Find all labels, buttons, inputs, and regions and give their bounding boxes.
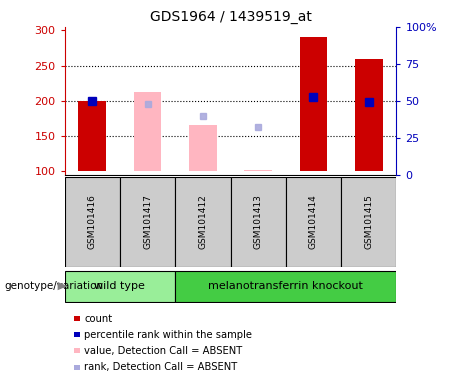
Text: GSM101412: GSM101412 <box>198 194 207 249</box>
Text: wild type: wild type <box>95 281 145 291</box>
Bar <box>134 92 161 171</box>
Bar <box>120 177 175 267</box>
Text: count: count <box>84 314 112 324</box>
Text: GDS1964 / 1439519_at: GDS1964 / 1439519_at <box>149 10 312 23</box>
Text: rank, Detection Call = ABSENT: rank, Detection Call = ABSENT <box>84 362 237 372</box>
Bar <box>65 271 175 302</box>
Text: GSM101416: GSM101416 <box>88 194 97 249</box>
Bar <box>189 126 217 171</box>
Text: GSM101417: GSM101417 <box>143 194 152 249</box>
Bar <box>230 177 286 267</box>
Bar <box>74 349 80 353</box>
Text: melanotransferrin knockout: melanotransferrin knockout <box>208 281 363 291</box>
Bar <box>175 177 230 267</box>
Text: genotype/variation: genotype/variation <box>5 281 104 291</box>
Bar <box>175 271 396 302</box>
Polygon shape <box>58 282 68 290</box>
Bar <box>286 177 341 267</box>
Bar <box>65 177 120 267</box>
Bar <box>78 101 106 171</box>
Text: GSM101413: GSM101413 <box>254 194 263 249</box>
Bar <box>74 332 80 338</box>
Bar <box>341 177 396 267</box>
Text: GSM101414: GSM101414 <box>309 194 318 249</box>
Text: GSM101415: GSM101415 <box>364 194 373 249</box>
Bar <box>300 38 327 171</box>
Text: value, Detection Call = ABSENT: value, Detection Call = ABSENT <box>84 346 242 356</box>
Bar <box>244 170 272 171</box>
Bar <box>74 365 80 369</box>
Bar <box>74 316 80 321</box>
Bar <box>355 59 383 171</box>
Text: percentile rank within the sample: percentile rank within the sample <box>84 330 252 340</box>
